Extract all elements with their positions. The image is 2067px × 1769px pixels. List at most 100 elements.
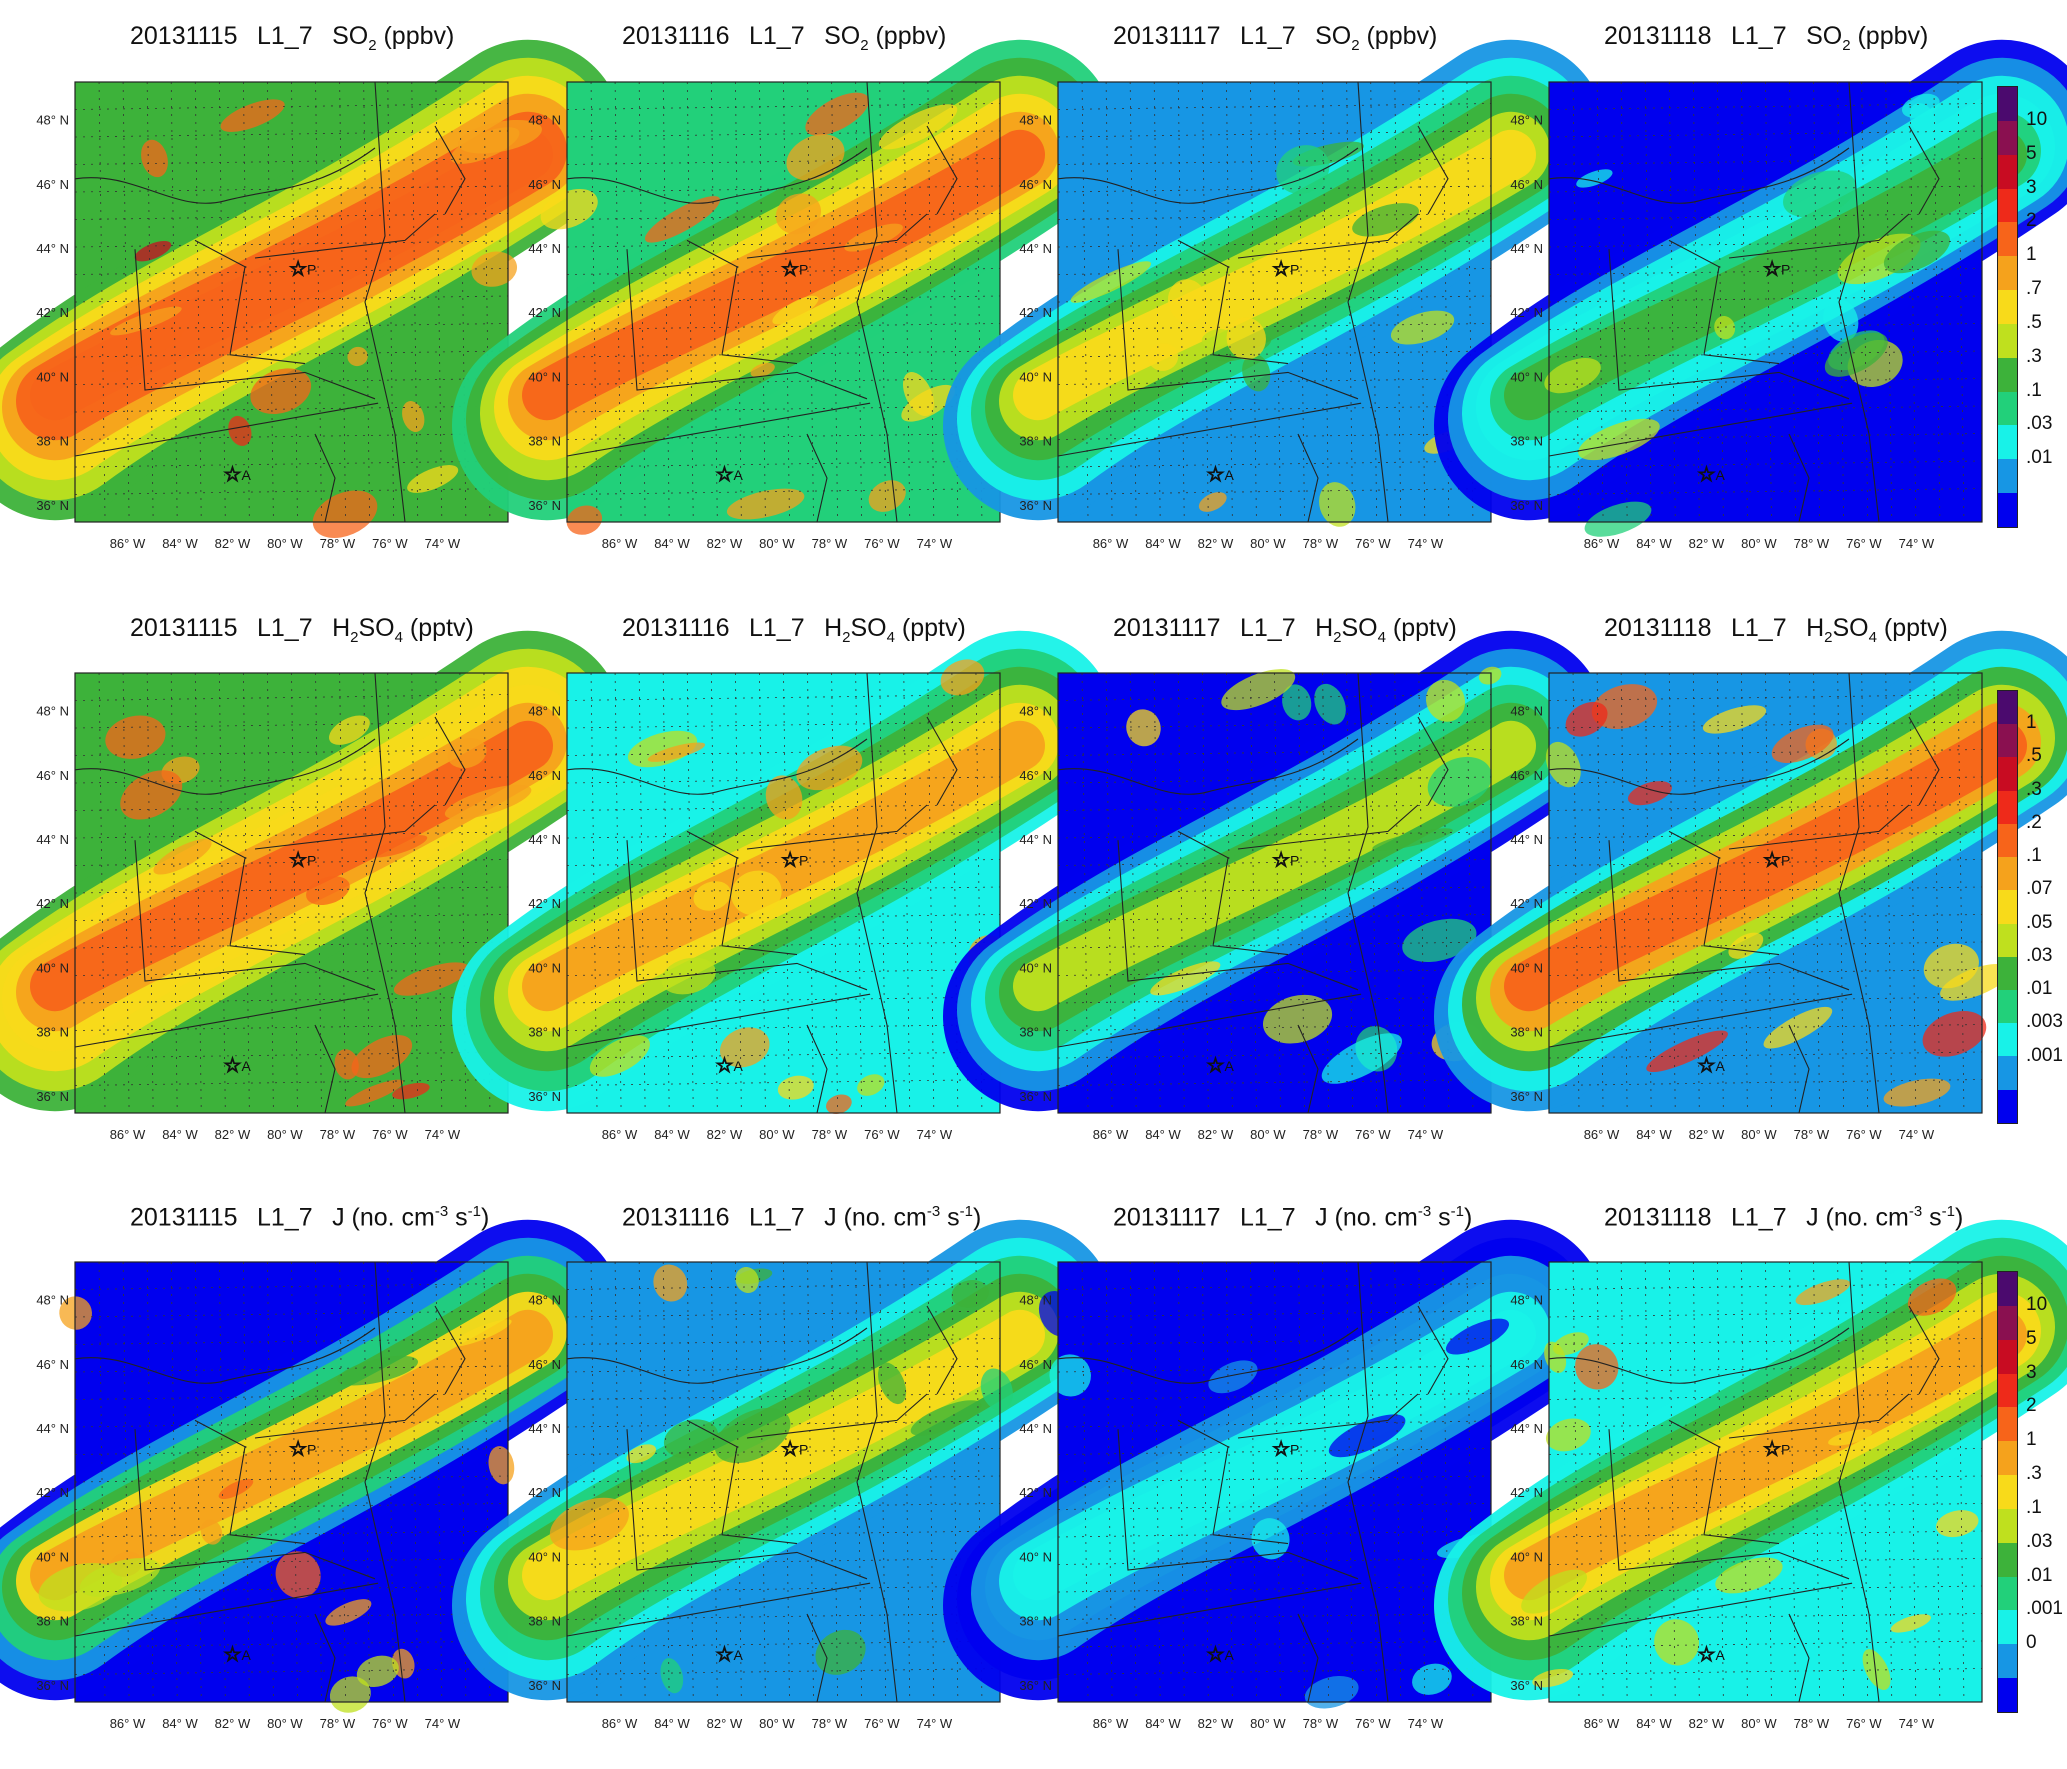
site-star-icon: ☆ [289, 1438, 307, 1460]
lon-tick-label: 86° W [1584, 536, 1620, 551]
colorbar-label: .1 [2026, 1496, 2042, 1518]
title-part-unit: (ppbv) [383, 22, 455, 50]
lat-tick-label: 38° N [36, 1614, 69, 1629]
colorbar-segment [1998, 1056, 2017, 1090]
graticule-meridian [1394, 672, 1402, 1114]
boundary-line [1297, 433, 1319, 523]
field-blob [402, 401, 425, 432]
graticule-meridian [1596, 672, 1604, 1114]
graticule-parallel [1057, 1668, 1492, 1675]
graticule-meridian [435, 672, 443, 1114]
title-part-species: SO [332, 22, 369, 50]
title-part-species: SO [824, 22, 861, 50]
graticule-meridian [291, 1261, 298, 1703]
title-part-unit_sup: -3 [1417, 1203, 1432, 1220]
lat-tick-label: 36° N [36, 498, 69, 513]
graticule-meridian [98, 81, 106, 523]
graticule-meridian [1668, 81, 1676, 523]
graticule-meridian [951, 1261, 959, 1703]
site-star-icon: ☆ [1763, 1438, 1781, 1460]
boundary-line [1608, 840, 1850, 991]
title-part-sub2: 4 [1377, 629, 1386, 646]
graticule-meridian [807, 1261, 814, 1703]
graticule-parallel [1548, 240, 1983, 248]
boundary-line [1297, 1024, 1319, 1114]
boundary-line [1117, 1429, 1359, 1580]
graticule-meridian [315, 1261, 322, 1703]
lat-tick-label: 38° N [1019, 434, 1052, 449]
graticule-meridian [1201, 1261, 1209, 1703]
field-blob [345, 1079, 404, 1107]
graticule-meridian [1861, 81, 1869, 523]
title-part-unit_sup2: -1 [959, 1203, 974, 1220]
lon-tick-label: 78° W [1794, 536, 1830, 551]
site-label: A [733, 1647, 743, 1663]
map-frame [566, 81, 1001, 523]
graticule-parallel [74, 323, 509, 330]
field-blob [1824, 332, 1888, 377]
boundary-line [254, 213, 436, 259]
lat-tick-label: 38° N [1510, 1614, 1543, 1629]
field-blob [693, 881, 731, 911]
graticule-meridian [194, 81, 202, 523]
site-label: P [307, 852, 316, 868]
graticule-meridian [1885, 1261, 1893, 1703]
field-blob [1198, 492, 1227, 512]
graticule-parallel [1548, 1448, 1983, 1455]
boundary-line [566, 738, 868, 795]
field-blob [329, 715, 370, 745]
lat-tick-label: 48° N [1510, 1293, 1543, 1308]
graticule-meridian [783, 1261, 790, 1703]
boundary-line [566, 147, 868, 204]
graticule-meridian [1442, 81, 1450, 523]
graticule-meridian [1789, 1261, 1796, 1703]
field-blob [731, 870, 782, 916]
lon-tick-label: 86° W [1584, 1127, 1620, 1142]
lon-tick-label: 74° W [425, 1127, 461, 1142]
lon-tick-label: 74° W [425, 536, 461, 551]
graticule-parallel [1057, 1283, 1492, 1290]
boundary-line [134, 840, 376, 991]
graticule-parallel [566, 1338, 1001, 1345]
boundary-line [74, 1582, 379, 1637]
site-label: P [799, 852, 808, 868]
field-blob [325, 1599, 372, 1626]
graticule-meridian [759, 81, 766, 523]
title-part-level: L1_7 [256, 1203, 313, 1232]
field-blob [1478, 666, 1502, 685]
boundary-line [1347, 1261, 1389, 1703]
colorbar-label: .05 [2026, 911, 2053, 933]
graticule-meridian [1885, 81, 1893, 523]
lat-tick-label: 48° N [528, 113, 561, 128]
boundary-line [1117, 840, 1359, 991]
graticule-parallel [74, 1558, 509, 1565]
colorbar-segment [1998, 1644, 2017, 1679]
field-contour [1504, 720, 2027, 1012]
graticule-meridian [1298, 81, 1305, 523]
graticule-meridian [267, 81, 274, 523]
site-star-icon: ☆ [715, 1055, 733, 1077]
lat-tick-label: 38° N [1510, 434, 1543, 449]
graticule-parallel [566, 213, 1001, 220]
colorbar-label: 1 [2026, 712, 2037, 734]
colorbar-label: .03 [2026, 413, 2053, 435]
graticule-meridian [1716, 81, 1724, 523]
field-contour [1504, 1309, 2027, 1601]
lon-tick-label: 74° W [917, 1127, 953, 1142]
lat-tick-label: 48° N [36, 113, 69, 128]
boundary-line [194, 239, 306, 365]
graticule-meridian [1813, 1261, 1821, 1703]
graticule-parallel [74, 460, 509, 468]
colorbar-label: .01 [2026, 978, 2053, 1000]
lon-tick-label: 84° W [1636, 536, 1672, 551]
lon-tick-label: 82° W [707, 1127, 743, 1142]
field-blob [868, 480, 906, 512]
panel-title: 20131118 L1_7 SO2 (ppbv) [1604, 22, 1928, 54]
colorbar-segment [1998, 1023, 2017, 1057]
field-blob [471, 251, 518, 287]
lon-tick-label: 82° W [215, 1127, 251, 1142]
graticule-meridian [459, 672, 467, 1114]
boundary-line [1057, 402, 1362, 457]
graticule-parallel [1057, 831, 1492, 839]
boundary-line [1548, 738, 1850, 795]
